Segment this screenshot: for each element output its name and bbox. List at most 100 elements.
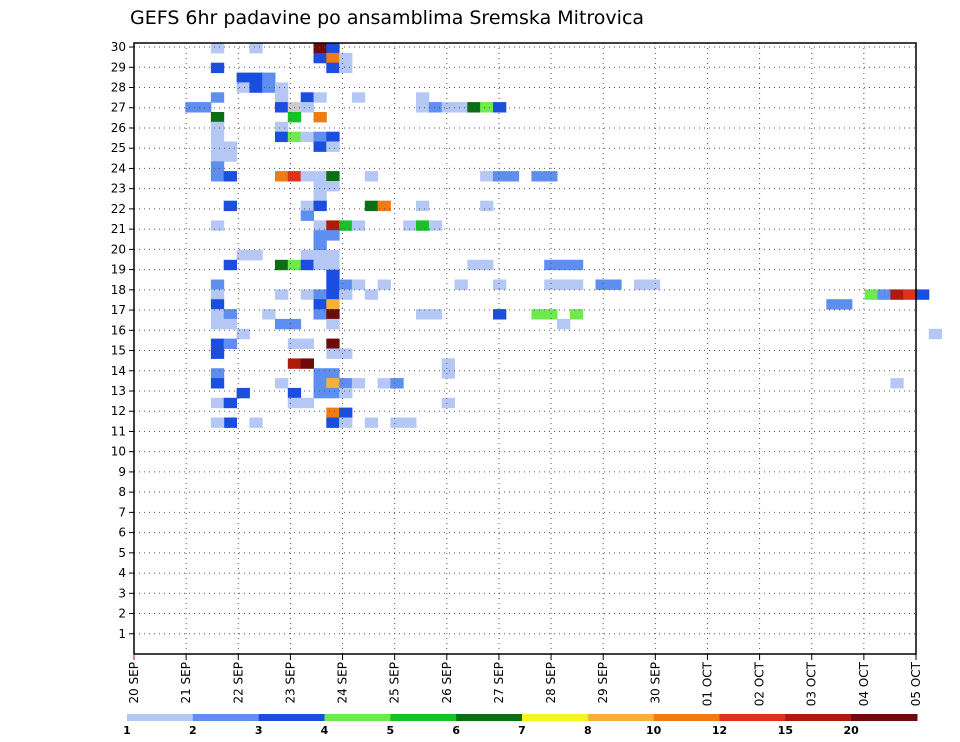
heatmap-cell: [826, 299, 840, 310]
heatmap-cell: [275, 318, 289, 330]
colorbar: 1 2 3 4 5 6 7 8 10 12 15 20: [123, 714, 918, 737]
heatmap-cell: [249, 43, 263, 54]
y-tick-label: 10: [111, 445, 126, 459]
heatmap-cell: [275, 102, 289, 113]
colorbar-swatch: [851, 714, 918, 721]
x-tick-label: 29 SEP: [596, 662, 610, 704]
colorbar-label: 2: [189, 724, 197, 737]
y-tick-label: 12: [111, 404, 126, 418]
heatmap-cell: [313, 259, 327, 271]
heatmap-cell: [236, 387, 250, 399]
x-tick-label: 25 SEP: [388, 662, 402, 704]
heatmap-cell: [210, 417, 225, 428]
heatmap-cell: [300, 289, 314, 300]
heatmap-cell: [275, 289, 289, 300]
plot-frame: [133, 42, 917, 655]
heatmap-cell: [544, 279, 558, 290]
heatmap-cell: [210, 368, 225, 379]
heatmap-cell: [428, 102, 443, 113]
heatmap-cell: [313, 92, 327, 103]
y-tick-label: 4: [118, 566, 126, 580]
x-tick-label: 23 SEP: [283, 662, 297, 704]
heatmap-cell: [339, 220, 353, 231]
heatmap-cell: [326, 220, 340, 231]
x-tick-label: 05 OCT: [909, 661, 923, 706]
heatmap-cell: [210, 289, 225, 300]
heatmap-cell: [428, 309, 443, 320]
heatmap-cell: [287, 358, 302, 369]
heatmap-cell: [493, 171, 507, 182]
heatmap-cell: [454, 102, 468, 113]
heatmap-cell: [313, 387, 327, 399]
heatmap-cell: [339, 52, 353, 64]
heatmap-cell: [557, 279, 571, 290]
heatmap-cell: [313, 52, 327, 64]
heatmap-cell: [326, 43, 340, 54]
heatmap-cell: [480, 102, 494, 113]
heatmap-cell: [339, 407, 353, 418]
heatmap-cell: [339, 387, 353, 399]
heatmap-cell: [300, 250, 314, 261]
heatmap-cell: [236, 72, 250, 83]
heatmap-cell: [326, 269, 340, 281]
heatmap-cell: [569, 309, 584, 320]
heatmap-cell: [839, 299, 853, 310]
heatmap-cell: [505, 171, 520, 182]
y-tick-label: 17: [111, 303, 126, 317]
heatmap-cell: [249, 250, 263, 261]
heatmap-cell: [275, 378, 289, 389]
y-tick-label: 2: [118, 607, 126, 621]
colorbar-label: 7: [518, 724, 526, 737]
heatmap-cell: [890, 289, 904, 300]
heatmap-cell: [544, 171, 558, 182]
heatmap-cell: [210, 279, 225, 290]
heatmap-cell: [326, 299, 340, 310]
colorbar-label: 8: [584, 724, 592, 737]
colorbar-swatch: [587, 714, 655, 721]
heatmap-cells: [185, 43, 943, 428]
heatmap-cell: [300, 102, 314, 113]
heatmap-cell: [300, 259, 314, 271]
heatmap-cell: [326, 378, 340, 389]
heatmap-cell: [441, 397, 455, 409]
colorbar-swatch: [522, 714, 589, 721]
y-tick-label: 3: [118, 586, 126, 600]
heatmap-cell: [416, 220, 430, 231]
heatmap-cell: [634, 279, 648, 290]
y-tick-label: 24: [111, 161, 126, 175]
heatmap-cell: [287, 131, 302, 143]
x-tick-label: 28 SEP: [544, 662, 558, 704]
colorbar-swatch: [127, 714, 194, 721]
heatmap-cell: [339, 378, 353, 389]
heatmap-cell: [210, 92, 225, 103]
heatmap-cell: [531, 309, 545, 320]
heatmap-cell: [326, 141, 340, 152]
heatmap-cell: [223, 397, 237, 409]
heatmap-cell: [185, 102, 199, 113]
heatmap-cell: [890, 378, 904, 389]
colorbar-swatch: [653, 714, 720, 721]
heatmap-cell: [313, 190, 327, 202]
heatmap-cell: [390, 417, 404, 428]
heatmap-cell: [339, 62, 353, 74]
heatmap-cell: [864, 289, 878, 300]
heatmap-cell: [313, 43, 327, 54]
y-tick-label: 6: [118, 526, 126, 540]
heatmap-cell: [210, 171, 225, 182]
heatmap-cell: [300, 210, 314, 221]
heatmap-cell: [223, 200, 237, 212]
x-tick-label: 03 OCT: [805, 661, 819, 706]
heatmap-cell: [377, 378, 391, 389]
heatmap-cell: [275, 259, 289, 271]
heatmap-cell: [877, 289, 891, 300]
heatmap-cell: [364, 171, 379, 182]
x-tick-label: 30 SEP: [648, 662, 662, 704]
heatmap-cell: [454, 279, 468, 290]
heatmap-cell: [544, 259, 558, 271]
heatmap-cell: [467, 102, 481, 113]
y-tick-label: 22: [111, 202, 126, 216]
heatmap-cell: [210, 43, 225, 54]
heatmap-cell: [249, 72, 263, 83]
colorbar-label: 4: [321, 724, 329, 737]
